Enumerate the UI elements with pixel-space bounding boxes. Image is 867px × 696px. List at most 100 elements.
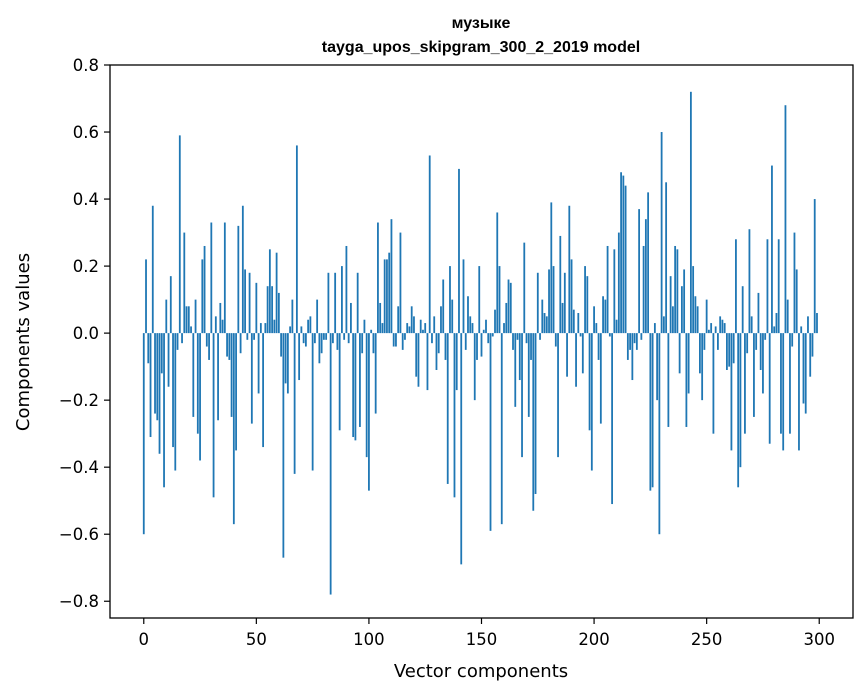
x-tick-label: 250 bbox=[691, 630, 723, 649]
bar bbox=[512, 333, 514, 350]
y-tick-label: −0.4 bbox=[59, 458, 99, 477]
bar bbox=[476, 333, 478, 360]
bar bbox=[773, 326, 776, 334]
bar bbox=[552, 266, 555, 334]
bar bbox=[753, 333, 755, 417]
x-tick-label: 300 bbox=[803, 630, 835, 649]
bar bbox=[467, 296, 469, 334]
bar bbox=[482, 329, 485, 334]
bar bbox=[667, 333, 670, 427]
bar bbox=[194, 299, 197, 334]
bar bbox=[239, 333, 242, 354]
bar bbox=[689, 91, 692, 334]
chart-title-line-2: tayga_upos_skipgram_300_2_2019 model bbox=[322, 39, 640, 56]
bar bbox=[397, 306, 400, 334]
bar bbox=[782, 333, 785, 451]
x-axis-ticks: 0 50 100 150 200 250 300 bbox=[139, 618, 835, 649]
bar bbox=[273, 319, 276, 334]
bar bbox=[374, 333, 377, 414]
bar bbox=[437, 333, 440, 354]
bar bbox=[284, 333, 287, 384]
bar bbox=[268, 249, 271, 334]
bar bbox=[212, 333, 215, 498]
bar bbox=[685, 333, 688, 427]
bar bbox=[338, 333, 341, 431]
y-tick-label: −0.8 bbox=[59, 592, 99, 611]
bar bbox=[214, 316, 217, 334]
bar bbox=[680, 286, 683, 334]
bar bbox=[386, 259, 388, 334]
bar bbox=[327, 272, 330, 334]
bar bbox=[219, 302, 222, 334]
bar bbox=[221, 319, 224, 334]
bar bbox=[183, 232, 186, 334]
bar bbox=[509, 282, 512, 334]
bar bbox=[728, 333, 731, 367]
bar bbox=[291, 299, 294, 334]
bar bbox=[201, 259, 204, 334]
bar bbox=[440, 306, 442, 334]
bar bbox=[307, 319, 310, 334]
bar bbox=[771, 165, 773, 334]
bar bbox=[347, 333, 350, 344]
bar bbox=[277, 292, 280, 334]
bar bbox=[687, 333, 690, 394]
bar bbox=[165, 299, 168, 334]
bar bbox=[286, 333, 289, 394]
bar bbox=[230, 333, 233, 417]
x-tick-label: 50 bbox=[246, 630, 267, 649]
bar bbox=[617, 232, 620, 334]
bar bbox=[298, 333, 301, 381]
bar bbox=[341, 266, 343, 334]
bar bbox=[325, 333, 328, 340]
bar bbox=[494, 309, 496, 334]
bar bbox=[329, 333, 332, 595]
bar bbox=[464, 333, 467, 350]
x-axis-label: Vector components bbox=[394, 661, 568, 682]
bar bbox=[737, 333, 740, 488]
bar bbox=[390, 219, 393, 334]
bar bbox=[381, 323, 384, 334]
bar bbox=[316, 299, 319, 334]
bar bbox=[541, 299, 544, 334]
bar bbox=[676, 249, 679, 334]
bar bbox=[354, 333, 357, 441]
bar bbox=[199, 333, 201, 461]
bar bbox=[185, 306, 188, 334]
bar bbox=[563, 272, 566, 334]
bar bbox=[246, 333, 249, 340]
bar bbox=[498, 266, 501, 334]
bar bbox=[764, 333, 767, 340]
bar bbox=[304, 333, 307, 347]
bar bbox=[759, 333, 762, 370]
bar bbox=[453, 333, 456, 498]
bar bbox=[491, 333, 494, 337]
bar bbox=[151, 205, 154, 334]
bar bbox=[613, 249, 616, 334]
bar bbox=[455, 333, 458, 391]
bar bbox=[255, 282, 258, 334]
bar bbox=[705, 299, 708, 334]
bar bbox=[660, 132, 663, 334]
bar bbox=[156, 333, 159, 421]
bar bbox=[530, 333, 532, 360]
bar bbox=[811, 333, 814, 357]
bar bbox=[352, 333, 355, 438]
bar bbox=[575, 333, 577, 387]
bar bbox=[719, 316, 722, 334]
bar bbox=[750, 316, 753, 334]
bar bbox=[721, 319, 724, 334]
bar bbox=[419, 319, 422, 334]
bar bbox=[604, 299, 607, 334]
bar bbox=[431, 333, 433, 344]
bar bbox=[649, 333, 652, 491]
bar bbox=[336, 333, 339, 350]
bar bbox=[784, 105, 787, 334]
bar bbox=[766, 239, 769, 334]
bar bbox=[644, 219, 647, 334]
bar bbox=[496, 212, 499, 334]
bar bbox=[730, 333, 733, 451]
bar bbox=[372, 333, 375, 354]
bar bbox=[232, 333, 235, 525]
bar bbox=[176, 333, 179, 350]
